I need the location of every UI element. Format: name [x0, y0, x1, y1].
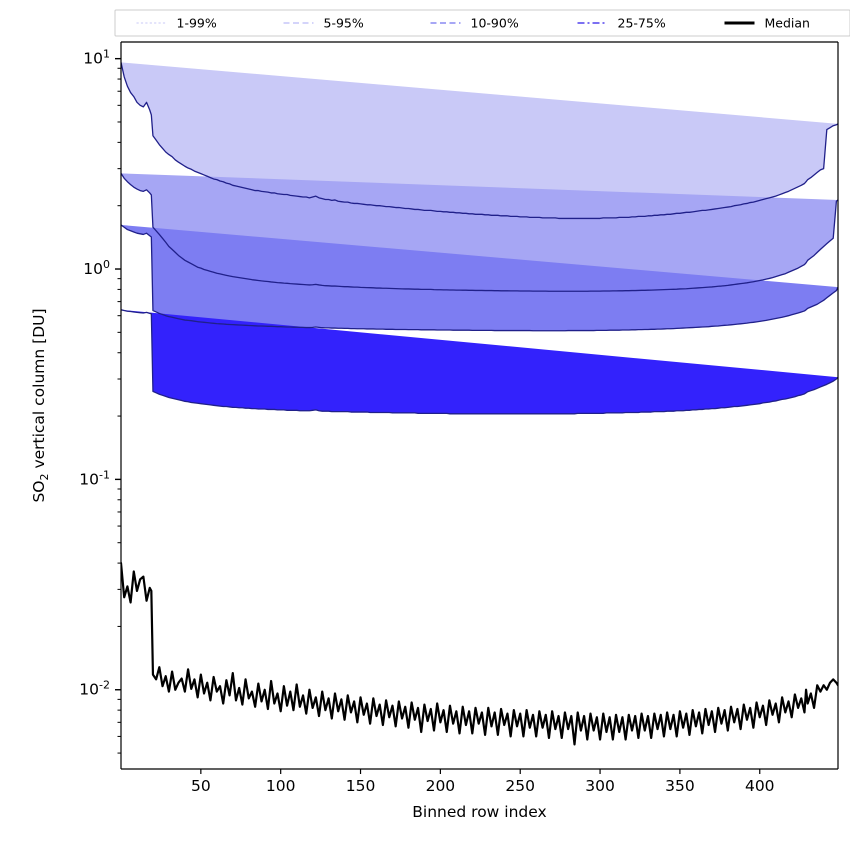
xtick-label: 50: [191, 777, 211, 795]
band-edge-p90: [121, 224, 838, 332]
ytick-label: 100: [83, 258, 110, 278]
x-axis-title: Binned row index: [412, 803, 546, 821]
ytick-label: 10-2: [79, 679, 110, 699]
chart-legend: 1-99% 5-95% 10-90% 25-75% Median: [114, 9, 850, 37]
legend-label-10-90%: 10-90%: [471, 16, 519, 31]
band-10-90%: [121, 224, 838, 331]
legend-label-1-99%: 1-99%: [177, 16, 217, 31]
axis-decorations: 50 100 150 200 250 300 350 400 101 100 10-1 10-2 Bin…: [30, 41, 839, 821]
band-edge-p99: [121, 62, 838, 220]
ytick-label: 101: [83, 48, 110, 68]
legend-label-25-75%: 25-75%: [618, 16, 666, 31]
ytick-label: 10-1: [79, 468, 110, 488]
xtick-label: 250: [505, 777, 535, 795]
plot-area: [121, 42, 838, 769]
y-axis-title: SO2 vertical column [DU]: [30, 308, 51, 502]
median-line: [121, 561, 838, 746]
legend-label-5-95%: 5-95%: [324, 16, 364, 31]
xtick-label: 150: [346, 777, 376, 795]
band-edge-p75: [121, 309, 838, 415]
xtick-label: 100: [266, 777, 296, 795]
xtick-label: 200: [426, 777, 456, 795]
xtick-label: 400: [745, 777, 775, 795]
band-edge-p95: [121, 172, 838, 292]
xtick-label: 350: [665, 777, 695, 795]
band-1-99%: [121, 62, 838, 219]
legend-frame: [114, 9, 850, 37]
xtick-label: 300: [585, 777, 615, 795]
band-25-75%: [121, 309, 838, 414]
legend-label-Median: Median: [765, 16, 810, 31]
